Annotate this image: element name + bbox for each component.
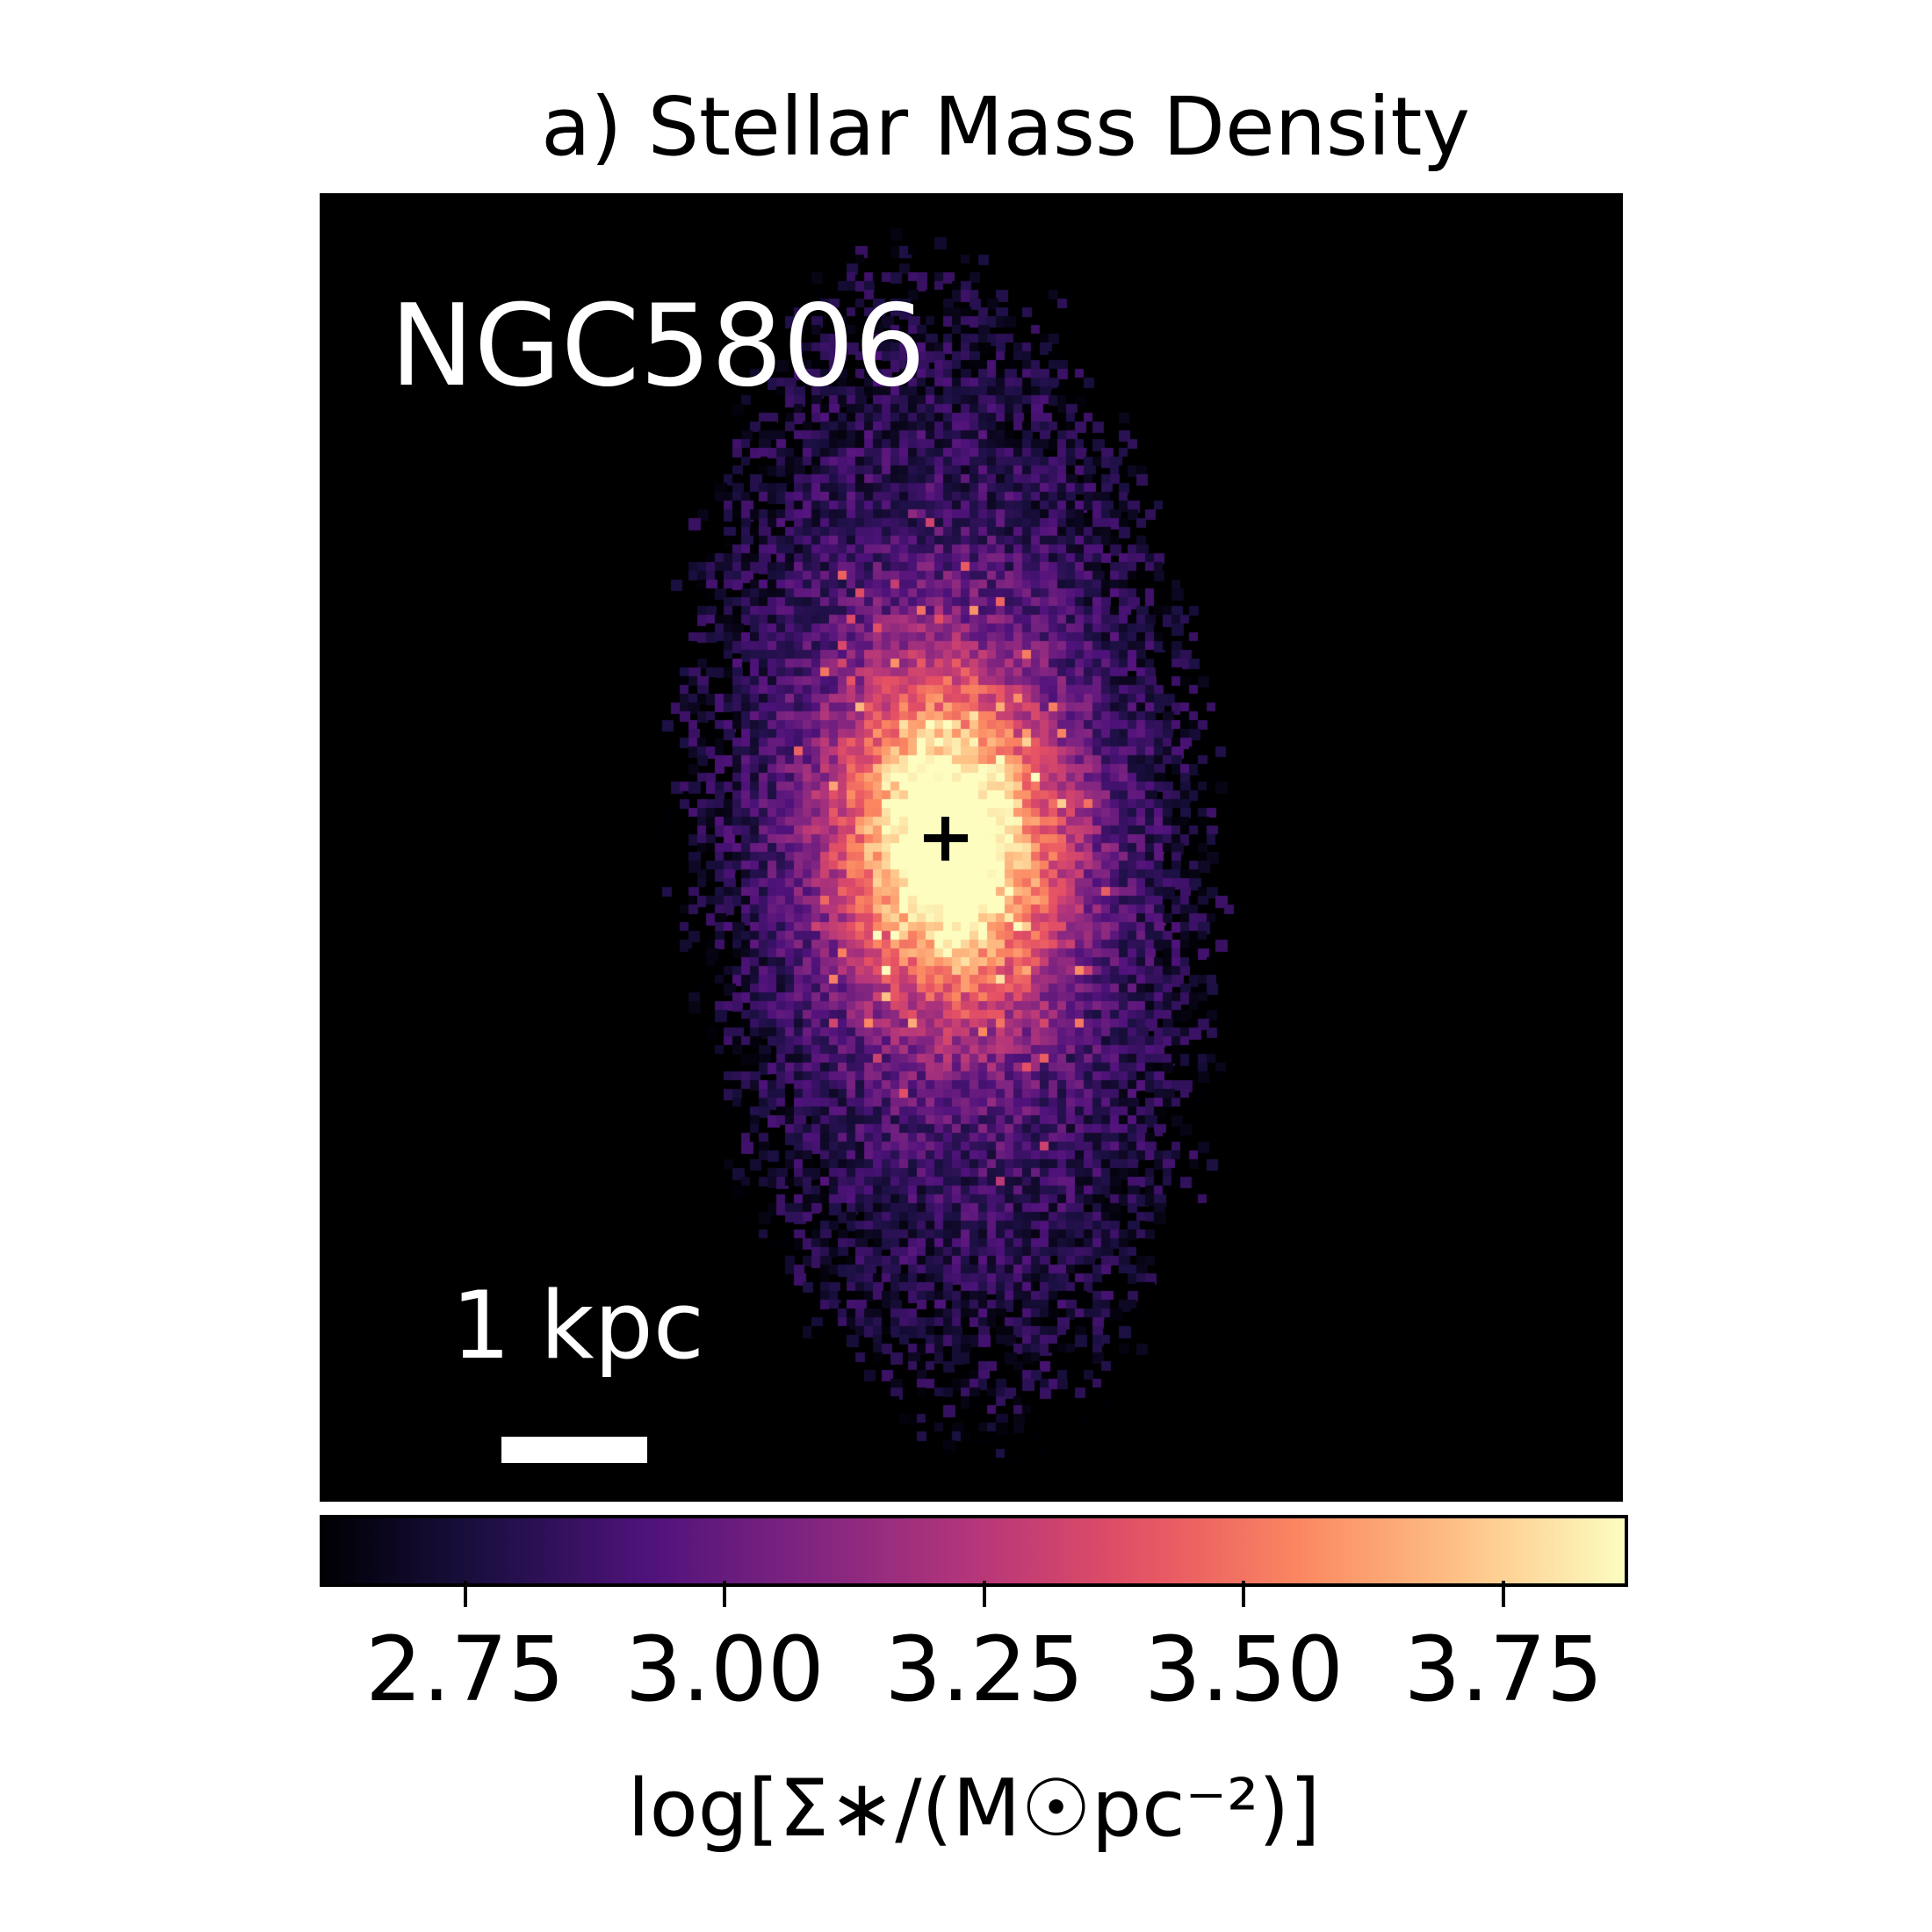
colorbar-tick-label: 3.00	[624, 1618, 825, 1722]
density-map: NGC5806 1 kpc	[320, 193, 1623, 1502]
colorbar-tick-mark	[982, 1581, 986, 1607]
colorbar-tick-mark	[463, 1581, 467, 1607]
colorbar-tick-mark	[1242, 1581, 1246, 1607]
colorbar-tick-label: 2.75	[364, 1618, 566, 1722]
center-plus-marker	[924, 817, 968, 861]
density-map-pixels	[320, 193, 1623, 1502]
scale-bar-label: 1 kpc	[451, 1272, 705, 1380]
colorbar-axis: 2.75 3.00 3.25 3.50 3.75	[320, 1581, 1628, 1809]
scale-bar	[501, 1437, 647, 1463]
chart-title: a) Stellar Mass Density	[541, 80, 1470, 174]
colorbar-tick-mark	[1502, 1581, 1506, 1607]
colorbar-label: log[Σ∗/(M☉pc⁻²)]	[627, 1763, 1321, 1855]
colorbar	[320, 1515, 1628, 1587]
colorbar-tick-mark	[723, 1581, 727, 1607]
galaxy-name-annotation: NGC5806	[390, 281, 926, 412]
colorbar-tick-label: 3.25	[884, 1618, 1085, 1722]
colorbar-tick-label: 3.50	[1143, 1618, 1344, 1722]
colorbar-tick-label: 3.75	[1403, 1618, 1604, 1722]
